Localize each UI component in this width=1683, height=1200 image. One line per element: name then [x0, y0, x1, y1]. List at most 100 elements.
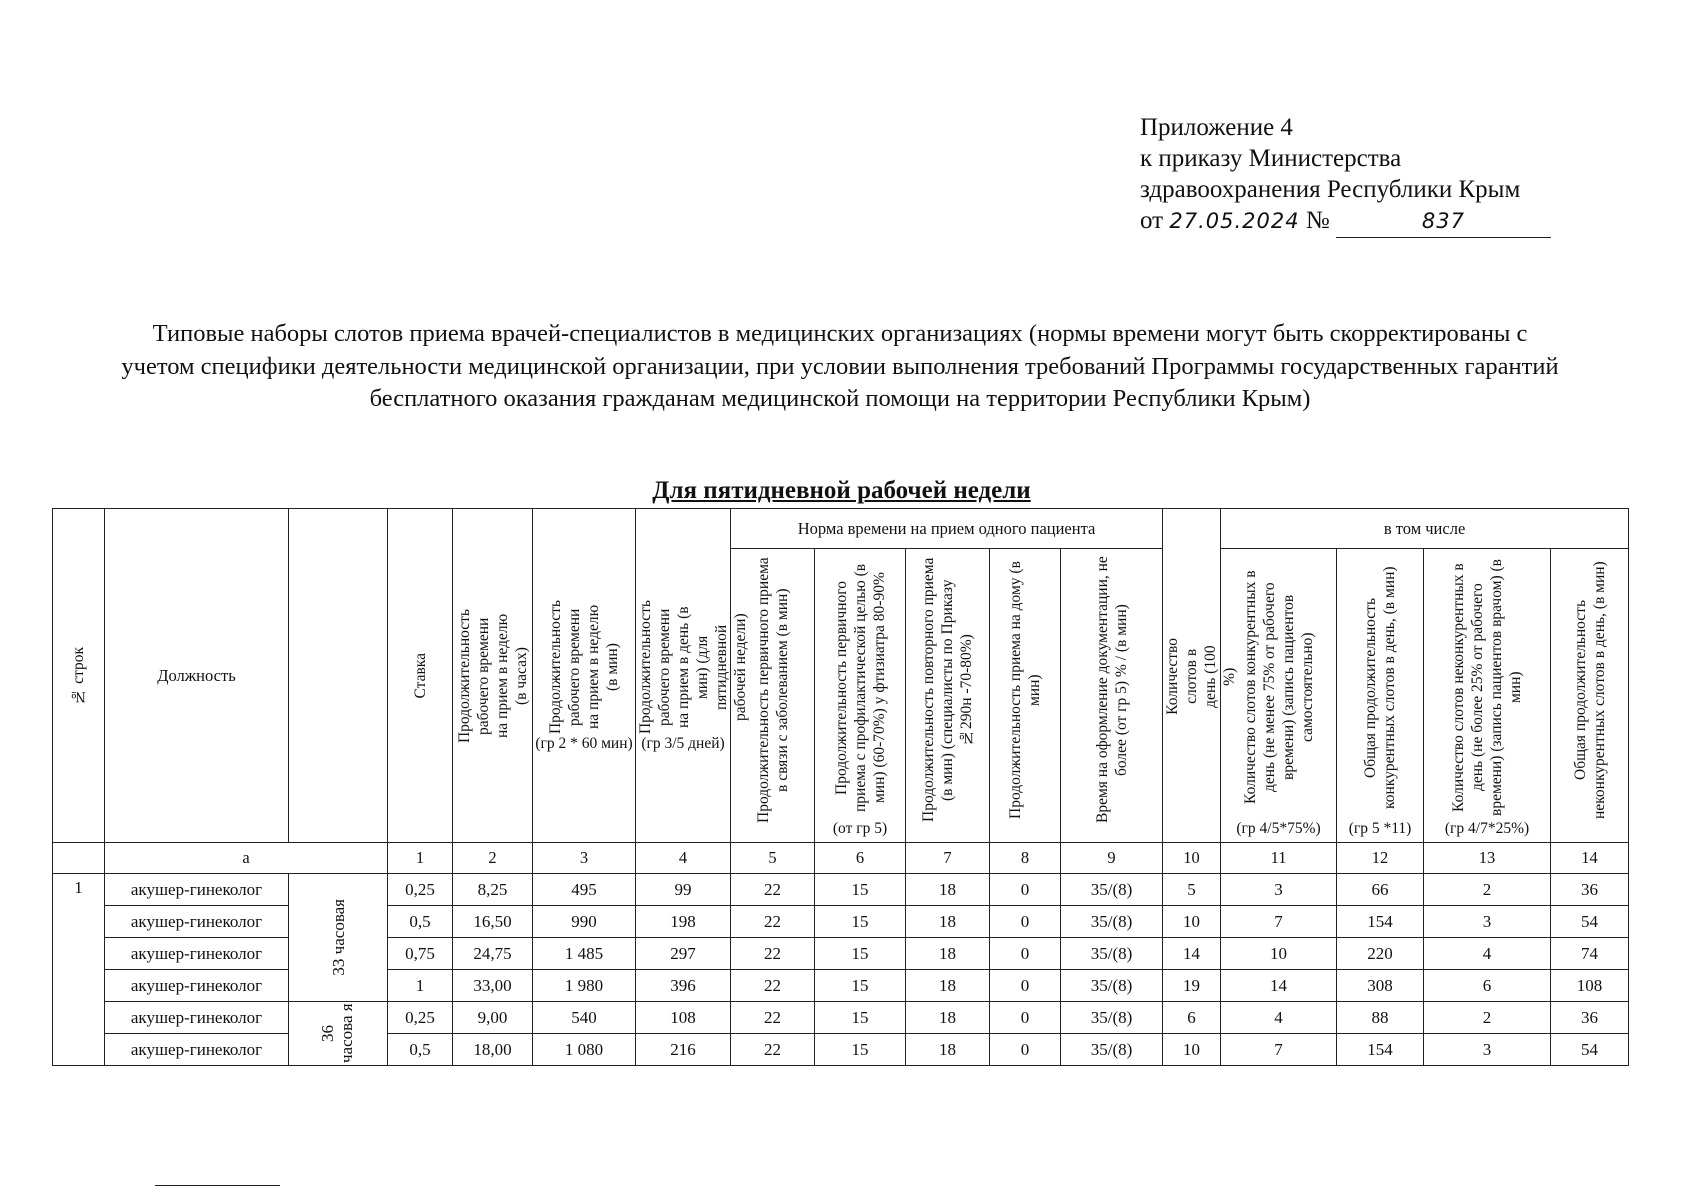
value-cell: 3 — [1423, 1033, 1552, 1066]
value-cell: 1 080 — [532, 1033, 636, 1066]
value-cell: 22 — [730, 905, 815, 938]
row-number: 1 — [52, 873, 105, 1066]
column-number: 2 — [452, 842, 533, 874]
value-cell: 198 — [635, 905, 731, 938]
value-cell: 1 — [387, 969, 453, 1002]
value-cell: 35/(8) — [1059, 969, 1164, 1002]
column-number: 7 — [905, 842, 990, 874]
value-cell: 18,00 — [452, 1033, 533, 1066]
value-cell: 0,75 — [387, 937, 453, 970]
handwritten-date: 27.05.2024 — [1169, 209, 1300, 233]
value-cell: 0,5 — [387, 905, 453, 938]
value-cell: 33,00 — [452, 969, 533, 1002]
value-cell: 15 — [814, 905, 906, 938]
value-cell: 88 — [1336, 1001, 1425, 1034]
header-col-13: Количество слотов неконкурентных в день … — [1423, 548, 1552, 843]
header-hours-group — [288, 508, 388, 843]
value-cell: 18 — [905, 1033, 990, 1066]
value-cell: 6 — [1423, 969, 1552, 1002]
column-number: 10 — [1162, 842, 1222, 874]
column-number: 8 — [989, 842, 1061, 874]
value-cell: 990 — [532, 905, 636, 938]
value-cell: 108 — [635, 1001, 731, 1034]
hours-33-label: 33 часовая — [328, 899, 348, 976]
from-label: от — [1140, 207, 1164, 234]
column-number: 9 — [1059, 842, 1164, 874]
value-cell: 35/(8) — [1059, 1001, 1164, 1034]
value-cell: 15 — [814, 937, 906, 970]
column-number: 14 — [1550, 842, 1630, 874]
value-cell: 54 — [1550, 905, 1630, 938]
header-col-14: Общая продолжительность неконкурентных с… — [1550, 548, 1630, 843]
value-cell: 18 — [905, 937, 990, 970]
value-cell: 15 — [814, 1033, 906, 1066]
value-cell: 7 — [1220, 1033, 1338, 1066]
position-cell: акушер-гинеколог — [104, 969, 289, 1002]
value-cell: 10 — [1162, 1033, 1222, 1066]
value-cell: 54 — [1550, 1033, 1630, 1066]
column-number: 1 — [387, 842, 453, 874]
header-group-norm: Норма времени на прием одного пациента — [729, 508, 1164, 549]
value-cell: 10 — [1220, 937, 1338, 970]
column-number: а — [104, 842, 388, 874]
header-col-12: Общая продолжительность конкурентных сло… — [1336, 548, 1425, 843]
annex-header: Приложение 4 к приказу Министерства здра… — [1140, 112, 1551, 238]
value-cell: 14 — [1220, 969, 1338, 1002]
table-row: акушер-гинеколог 0,5 18,00 1 080 216 22 15 18 0 3… — [53, 1033, 1630, 1066]
value-cell: 15 — [814, 969, 906, 1002]
value-cell: 18 — [905, 1001, 990, 1034]
value-cell: 22 — [730, 1001, 815, 1034]
value-cell: 74 — [1550, 937, 1630, 970]
value-cell: 540 — [532, 1001, 636, 1034]
value-cell: 0,25 — [387, 873, 453, 906]
value-cell: 7 — [1220, 905, 1338, 938]
value-cell: 154 — [1336, 905, 1425, 938]
header-row-no: № строк — [52, 508, 105, 843]
value-cell: 22 — [730, 873, 815, 906]
column-number: 6 — [814, 842, 906, 874]
handwritten-number: 837 — [1421, 209, 1466, 233]
value-cell: 2 — [1423, 1001, 1552, 1034]
value-cell: 0 — [989, 1033, 1061, 1066]
header-rate: Ставка — [387, 508, 453, 843]
value-cell: 495 — [532, 873, 636, 906]
hours-group-33: 33 часовая — [288, 873, 388, 1002]
value-cell: 0,25 — [387, 1001, 453, 1034]
column-number: 12 — [1336, 842, 1425, 874]
value-cell: 22 — [730, 1033, 815, 1066]
header-col-7: Продолжительность повторного приема (в м… — [905, 548, 990, 843]
value-cell: 1 980 — [532, 969, 636, 1002]
header-col-10: Количество слотов в день (100 %) — [1162, 508, 1238, 843]
value-cell: 297 — [635, 937, 731, 970]
value-cell: 6 — [1162, 1001, 1222, 1034]
value-cell: 0 — [989, 905, 1061, 938]
value-cell: 9,00 — [452, 1001, 533, 1034]
header-col-9: Время на оформление документации, не бол… — [1059, 548, 1164, 843]
value-cell: 108 — [1550, 969, 1630, 1002]
value-cell: 1 485 — [532, 937, 636, 970]
position-cell: акушер-гинеколог — [104, 905, 289, 938]
position-cell: акушер-гинеколог — [104, 873, 289, 906]
annex-line-3: здравоохранения Республики Крым — [1140, 176, 1521, 203]
column-number-empty — [52, 842, 105, 874]
value-cell: 18 — [905, 873, 990, 906]
value-cell: 99 — [635, 873, 731, 906]
document-title: Типовые наборы слотов приема врачей-спец… — [121, 320, 1559, 412]
header-col-2: Продолжительность рабочего времени на пр… — [452, 508, 533, 843]
value-cell: 0 — [989, 873, 1061, 906]
column-number: 5 — [730, 842, 815, 874]
value-cell: 66 — [1336, 873, 1425, 906]
table-row: акушер-гинеколог 0,75 24,75 1 485 297 22 15 18 0… — [53, 937, 1630, 970]
value-cell: 35/(8) — [1059, 1033, 1164, 1066]
value-cell: 0,5 — [387, 1033, 453, 1066]
value-cell: 35/(8) — [1059, 873, 1164, 906]
value-cell: 18 — [905, 905, 990, 938]
value-cell: 18 — [905, 969, 990, 1002]
value-cell: 4 — [1423, 937, 1552, 970]
value-cell: 15 — [814, 873, 906, 906]
value-cell: 22 — [730, 937, 815, 970]
value-cell: 10 — [1162, 905, 1222, 938]
position-cell: акушер-гинеколог — [104, 1033, 289, 1066]
value-cell: 16,50 — [452, 905, 533, 938]
